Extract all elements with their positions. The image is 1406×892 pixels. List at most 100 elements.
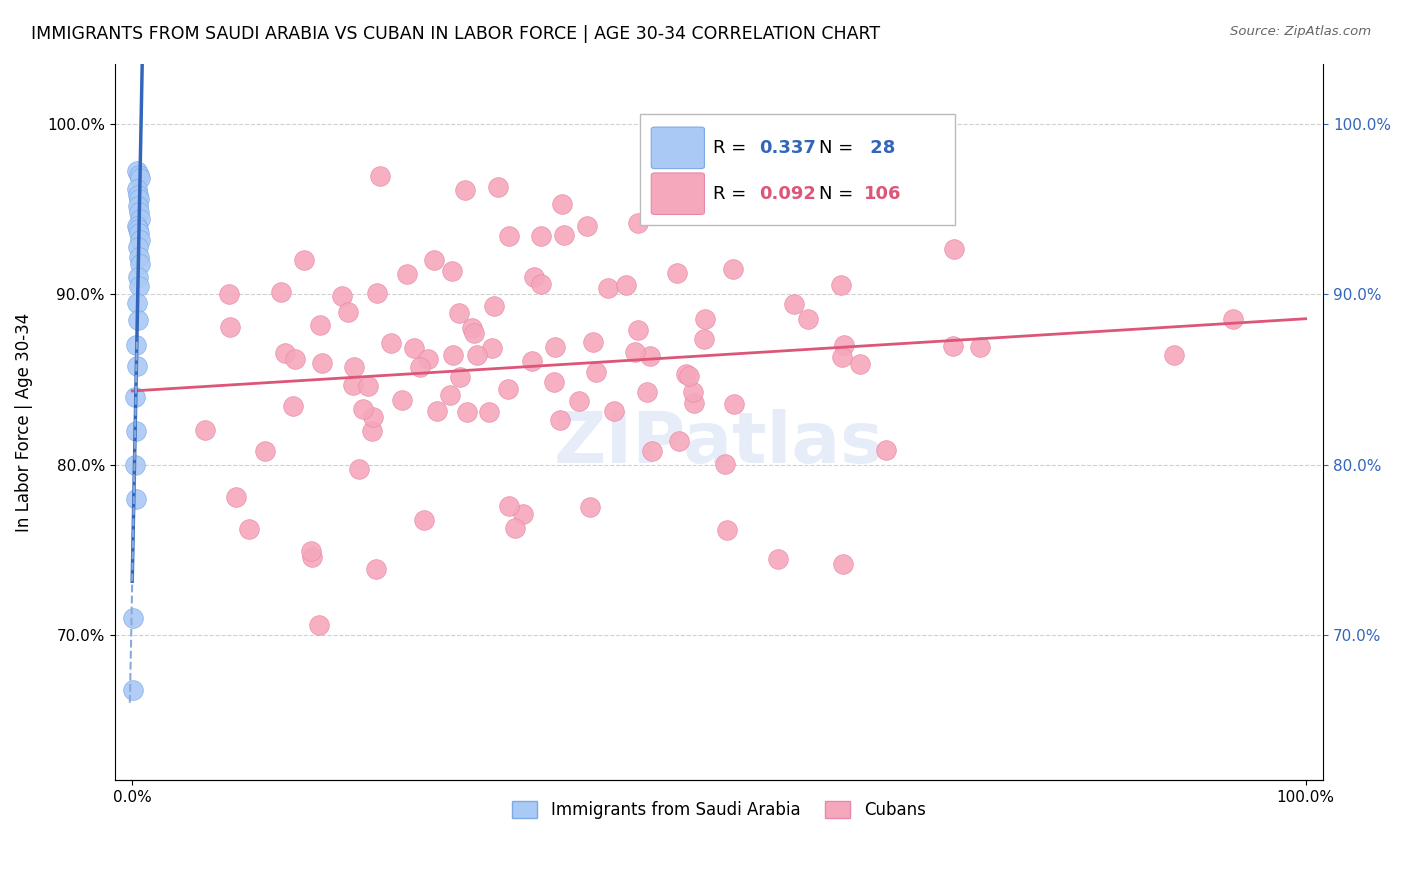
FancyBboxPatch shape — [651, 127, 704, 169]
Point — [797, 312, 820, 326]
Point — [481, 341, 503, 355]
Point — [129, 233, 152, 247]
Point — [523, 269, 546, 284]
Point — [636, 385, 658, 400]
Point — [441, 348, 464, 362]
Point — [582, 335, 605, 350]
Point — [875, 442, 897, 457]
FancyBboxPatch shape — [640, 114, 955, 225]
Point — [454, 183, 477, 197]
Point — [675, 367, 697, 381]
Point — [969, 340, 991, 354]
Text: N =: N = — [820, 185, 859, 202]
Text: N =: N = — [820, 139, 859, 157]
Point — [486, 179, 509, 194]
Point — [693, 332, 716, 346]
Point — [721, 261, 744, 276]
Point — [529, 277, 551, 291]
Point — [638, 349, 661, 363]
Point — [194, 424, 217, 438]
Point — [253, 444, 276, 458]
Point — [125, 295, 148, 310]
Text: R =: R = — [713, 185, 752, 202]
Point — [543, 375, 565, 389]
Point — [128, 226, 150, 240]
Point — [766, 552, 789, 566]
Text: IMMIGRANTS FROM SAUDI ARABIA VS CUBAN IN LABOR FORCE | AGE 30-34 CORRELATION CHA: IMMIGRANTS FROM SAUDI ARABIA VS CUBAN IN… — [31, 25, 880, 43]
Point — [284, 351, 307, 366]
Point — [551, 196, 574, 211]
Point — [723, 397, 745, 411]
Point — [641, 444, 664, 458]
Point — [128, 168, 150, 182]
Point — [391, 392, 413, 407]
Point — [125, 219, 148, 233]
Point — [782, 297, 804, 311]
Point — [456, 405, 478, 419]
Text: 0.337: 0.337 — [759, 139, 815, 157]
Point — [1222, 311, 1244, 326]
Point — [127, 270, 149, 285]
Point — [849, 357, 872, 371]
Point — [553, 228, 575, 243]
Point — [125, 164, 148, 178]
Point — [575, 219, 598, 234]
Point — [503, 521, 526, 535]
Point — [616, 278, 638, 293]
Point — [477, 405, 499, 419]
Point — [498, 499, 520, 513]
Point — [129, 256, 152, 270]
Point — [426, 404, 449, 418]
Point — [666, 266, 689, 280]
Text: 0.092: 0.092 — [759, 185, 815, 202]
Point — [357, 379, 380, 393]
Point — [342, 378, 364, 392]
Point — [1163, 347, 1185, 361]
Point — [716, 523, 738, 537]
Point — [942, 339, 965, 353]
Point — [128, 278, 150, 293]
Point — [548, 413, 571, 427]
Point — [423, 252, 446, 267]
Point — [125, 338, 148, 352]
Point — [308, 318, 330, 332]
Point — [125, 424, 148, 438]
Point — [347, 462, 370, 476]
Point — [482, 299, 505, 313]
Point — [225, 490, 247, 504]
Point — [627, 216, 650, 230]
Point — [449, 305, 471, 319]
Point — [124, 458, 146, 472]
Text: Source: ZipAtlas.com: Source: ZipAtlas.com — [1230, 25, 1371, 38]
Point — [122, 682, 145, 697]
Point — [337, 305, 360, 319]
Point — [128, 205, 150, 219]
Point — [127, 222, 149, 236]
Point — [127, 239, 149, 253]
Point — [404, 342, 426, 356]
Point — [409, 360, 432, 375]
Point — [122, 611, 145, 625]
Point — [568, 394, 591, 409]
Point — [585, 365, 607, 379]
Point — [395, 267, 418, 281]
Point — [579, 500, 602, 514]
Point — [274, 346, 297, 360]
Point — [496, 382, 519, 396]
Point — [678, 369, 700, 384]
Point — [311, 356, 333, 370]
Point — [283, 399, 305, 413]
Point — [128, 250, 150, 264]
Point — [238, 522, 260, 536]
Point — [624, 345, 647, 359]
Point — [465, 348, 488, 362]
Point — [449, 370, 471, 384]
Point — [832, 338, 855, 352]
Point — [124, 390, 146, 404]
Point — [831, 351, 853, 365]
Point — [364, 562, 387, 576]
Point — [440, 263, 463, 277]
Point — [412, 513, 434, 527]
Point — [520, 354, 543, 368]
Y-axis label: In Labor Force | Age 30-34: In Labor Force | Age 30-34 — [15, 312, 32, 532]
